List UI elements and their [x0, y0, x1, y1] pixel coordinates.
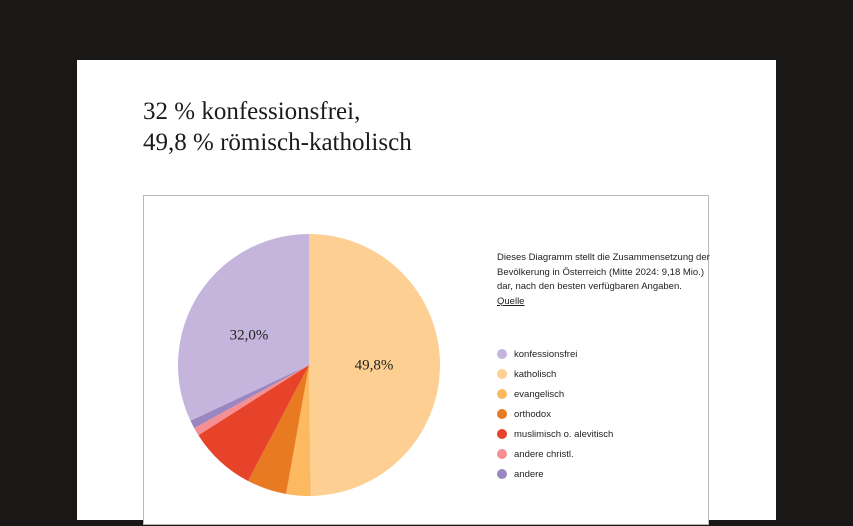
- legend-swatch-icon: [497, 369, 507, 379]
- legend-label: muslimisch o. alevitisch: [514, 428, 614, 440]
- legend-item: evangelisch: [497, 384, 613, 404]
- legend-label: evangelisch: [514, 388, 565, 400]
- pie-slice-andere: [190, 365, 309, 429]
- legend-label: katholisch: [514, 368, 557, 380]
- legend-swatch-icon: [497, 429, 507, 439]
- legend-swatch-icon: [497, 469, 507, 479]
- chart-description: Dieses Diagramm stellt die Zusammensetzu…: [497, 251, 712, 309]
- legend-swatch-icon: [497, 449, 507, 459]
- pie-chart: [177, 233, 440, 496]
- legend-swatch-icon: [497, 409, 507, 419]
- description-text: Dieses Diagramm stellt die Zusammensetzu…: [497, 252, 710, 292]
- legend-item: muslimisch o. alevitisch: [497, 424, 613, 444]
- legend-label: orthodox: [514, 408, 551, 420]
- legend-item: konfessionsfrei: [497, 344, 613, 364]
- legend-label: andere christl.: [514, 448, 574, 460]
- legend-label: konfessionsfrei: [514, 348, 578, 360]
- legend-label: andere: [514, 468, 544, 480]
- chart-container: 49,8% 32,0% Dieses Diagramm stellt die Z…: [143, 195, 712, 525]
- title-line-2: 49,8 % römisch-katholisch: [143, 129, 412, 156]
- pie-label-katholisch: 49,8%: [354, 357, 394, 374]
- legend-item: orthodox: [497, 404, 613, 424]
- legend-item: andere: [497, 464, 613, 484]
- chart-title: 32 % konfessionsfrei, 49,8 % römisch-kat…: [143, 96, 412, 158]
- pie-slice-muslimisch-o-alevitisch: [198, 365, 309, 481]
- pie-slice-evangelisch: [286, 365, 311, 496]
- article-card: 32 % konfessionsfrei, 49,8 % römisch-kat…: [77, 60, 776, 525]
- source-link[interactable]: Quelle: [497, 295, 525, 307]
- pie-slice-andere-christl-: [194, 365, 309, 436]
- pie-slice-orthodox: [248, 365, 309, 494]
- legend-swatch-icon: [497, 389, 507, 399]
- chart-legend: konfessionsfrei katholisch evangelisch orth…: [497, 344, 613, 484]
- pie-label-konfessionsfrei: 32,0%: [229, 327, 269, 344]
- title-line-1: 32 % konfessionsfrei,: [143, 98, 361, 125]
- pie-slice-katholisch: [309, 234, 440, 496]
- pie-slice-konfessionsfrei: [177, 233, 309, 421]
- legend-item: katholisch: [497, 364, 613, 384]
- legend-swatch-icon: [497, 349, 507, 359]
- legend-item: andere christl.: [497, 444, 613, 464]
